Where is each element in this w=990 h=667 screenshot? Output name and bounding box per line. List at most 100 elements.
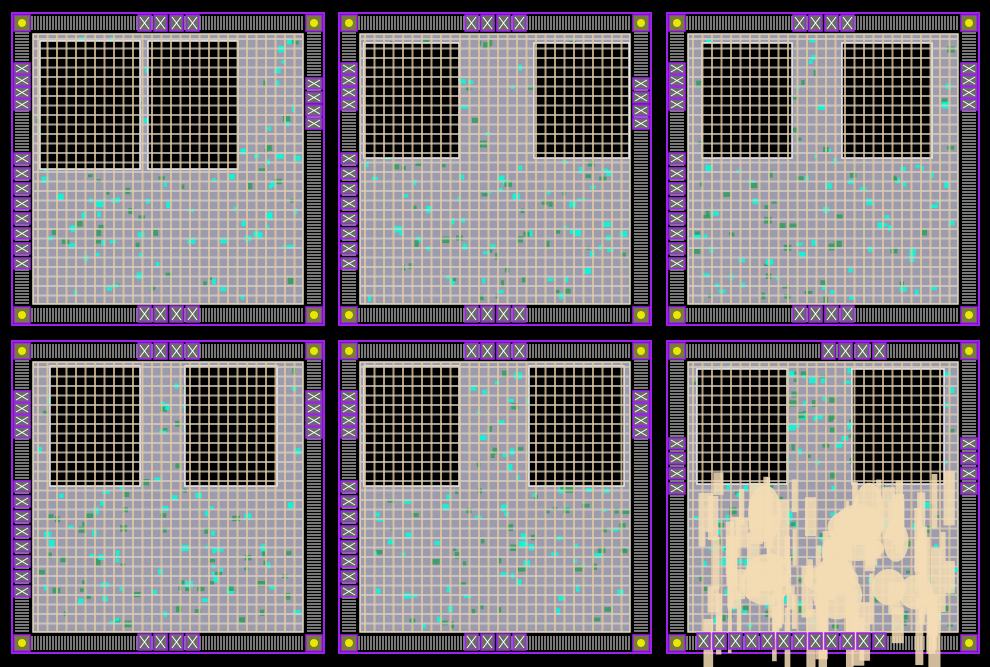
io-pad-mark	[171, 344, 182, 358]
io-pad-mark	[498, 635, 509, 649]
corner-mark	[637, 639, 645, 647]
io-pads	[13, 14, 323, 323]
io-pad-mark	[139, 307, 150, 321]
io-pad-mark	[962, 76, 976, 85]
io-pad-mark	[15, 199, 29, 208]
io-pad-mark	[342, 64, 356, 73]
io-pad-mark	[171, 635, 182, 649]
io-pad-mark	[155, 16, 166, 30]
corner-mark	[673, 19, 681, 27]
corner-mark	[965, 347, 973, 355]
io-pad-mark	[962, 439, 976, 448]
io-pad-mark	[670, 100, 684, 109]
io-pad-mark	[634, 392, 648, 401]
io-pad-mark	[342, 199, 356, 208]
io-pad-mark	[342, 557, 356, 566]
io-pad-mark	[342, 428, 356, 437]
power-grid	[361, 35, 629, 303]
io-pad-mark	[634, 416, 648, 425]
io-pad-mark	[342, 259, 356, 268]
io-pad-mark	[15, 497, 29, 506]
io-pad-mark	[307, 106, 321, 115]
io-pad-mark	[155, 307, 166, 321]
io-pads	[668, 14, 978, 323]
io-pad-mark	[514, 307, 525, 321]
io-pad-mark	[670, 184, 684, 193]
io-pad-mark	[794, 307, 805, 321]
io-pad-mark	[342, 497, 356, 506]
io-pad-mark	[171, 16, 182, 30]
io-pad-mark	[514, 344, 525, 358]
io-pad-mark	[810, 307, 821, 321]
corner-mark	[345, 311, 353, 319]
io-pad-mark	[342, 88, 356, 97]
memory-macro	[701, 42, 793, 159]
io-pad-mark	[466, 344, 477, 358]
chip-layout-4	[11, 340, 325, 654]
corner-mark	[18, 347, 26, 355]
io-pad-mark	[762, 634, 773, 648]
corner-mark	[310, 311, 318, 319]
io-pad-mark	[139, 635, 150, 649]
io-pad-mark	[670, 199, 684, 208]
io-pad-mark	[826, 16, 837, 30]
chip-layout-2	[338, 12, 652, 326]
io-pad-mark	[307, 404, 321, 413]
io-pad-mark	[15, 482, 29, 491]
io-pad-mark	[670, 439, 684, 448]
io-pad-mark	[342, 392, 356, 401]
corner-mark	[310, 19, 318, 27]
io-pad-mark	[15, 557, 29, 566]
io-pad-mark	[342, 184, 356, 193]
io-pad-mark	[466, 16, 477, 30]
io-pad-mark	[342, 482, 356, 491]
corner-mark	[18, 311, 26, 319]
corner-mark	[345, 639, 353, 647]
power-grid	[34, 363, 302, 631]
io-pad-mark	[342, 76, 356, 85]
io-pad-mark	[874, 634, 885, 648]
io-pad-mark	[670, 454, 684, 463]
io-pad-mark	[15, 542, 29, 551]
io-pad-mark	[342, 512, 356, 521]
io-pad-mark	[670, 64, 684, 73]
io-pad-mark	[634, 106, 648, 115]
corner-mark	[18, 639, 26, 647]
io-pad-mark	[307, 93, 321, 102]
io-pad-mark	[794, 16, 805, 30]
io-pad-mark	[634, 93, 648, 102]
io-pad-mark	[187, 344, 198, 358]
io-pad-mark	[670, 169, 684, 178]
power-grid	[361, 363, 629, 631]
memory-macro	[533, 42, 630, 159]
io-pad-mark	[514, 635, 525, 649]
io-pad-mark	[342, 416, 356, 425]
memory-macro	[851, 368, 945, 485]
io-pad-mark	[342, 154, 356, 163]
io-pad-mark	[15, 428, 29, 437]
io-pad-mark	[670, 244, 684, 253]
io-pad-mark	[342, 587, 356, 596]
corner-mark	[637, 347, 645, 355]
power-grid	[34, 35, 302, 303]
io-pad-mark	[15, 169, 29, 178]
io-pad-mark	[342, 169, 356, 178]
io-pad-mark	[962, 469, 976, 478]
io-pad-mark	[15, 64, 29, 73]
io-pad-mark	[15, 527, 29, 536]
corner-mark	[965, 639, 973, 647]
io-pad-mark	[155, 344, 166, 358]
memory-macro	[528, 365, 625, 487]
io-pad-mark	[482, 16, 493, 30]
io-pad-mark	[15, 404, 29, 413]
io-pad-mark	[634, 79, 648, 88]
io-pad-mark	[498, 344, 509, 358]
io-pad-mark	[730, 634, 741, 648]
chip-layout-1	[11, 12, 325, 326]
io-pad-mark	[307, 392, 321, 401]
io-pad-mark	[482, 344, 493, 358]
io-pad-mark	[15, 259, 29, 268]
io-pad-mark	[307, 416, 321, 425]
io-pad-mark	[15, 76, 29, 85]
chip-layout-5	[338, 340, 652, 654]
